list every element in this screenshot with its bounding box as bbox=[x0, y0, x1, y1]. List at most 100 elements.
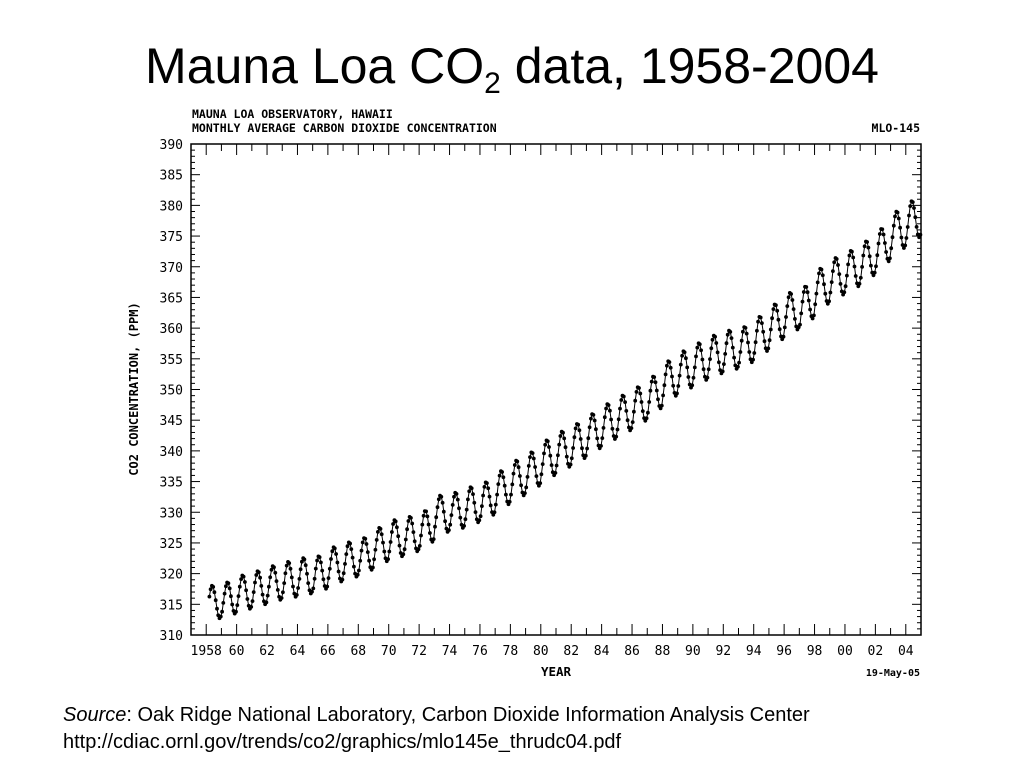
data-point bbox=[523, 491, 527, 495]
data-point bbox=[241, 574, 246, 579]
data-point bbox=[492, 510, 497, 515]
data-point bbox=[777, 327, 782, 332]
data-point bbox=[625, 418, 630, 423]
y-tick-label: 380 bbox=[160, 199, 183, 214]
co2-data-points bbox=[207, 199, 923, 621]
data-point bbox=[525, 475, 530, 479]
data-point bbox=[512, 463, 517, 467]
data-point bbox=[606, 403, 611, 407]
data-point bbox=[610, 426, 615, 431]
data-point bbox=[477, 518, 482, 523]
chart-subtitle: MONTHLY AVERAGE CARBON DIOXIDE CONCENTRA… bbox=[192, 121, 497, 135]
x-tick-label: 74 bbox=[442, 644, 458, 659]
data-point bbox=[340, 577, 345, 582]
data-point bbox=[448, 522, 453, 527]
data-point bbox=[516, 465, 521, 470]
data-point bbox=[336, 569, 341, 574]
data-point bbox=[500, 470, 504, 474]
source-url[interactable]: http://cdiac.ornl.gov/trends/co2/graphic… bbox=[63, 731, 622, 753]
y-tick-label: 375 bbox=[160, 230, 183, 245]
data-point bbox=[435, 505, 440, 510]
data-point bbox=[315, 558, 319, 563]
data-point bbox=[291, 584, 295, 589]
data-point bbox=[416, 547, 421, 552]
data-point bbox=[256, 570, 261, 575]
data-point bbox=[313, 566, 318, 571]
data-point bbox=[547, 445, 551, 449]
data-point bbox=[251, 590, 256, 594]
data-point bbox=[374, 538, 379, 542]
data-point bbox=[306, 581, 311, 585]
data-point bbox=[756, 319, 760, 324]
data-point bbox=[511, 471, 516, 476]
data-point bbox=[405, 527, 409, 532]
data-point bbox=[891, 223, 896, 228]
y-tick-label: 310 bbox=[160, 629, 183, 644]
data-point bbox=[690, 383, 695, 388]
data-point bbox=[810, 316, 815, 321]
data-point bbox=[653, 380, 658, 385]
data-point bbox=[381, 540, 385, 545]
data-point bbox=[450, 503, 455, 507]
data-point bbox=[861, 253, 866, 258]
data-point bbox=[600, 436, 605, 440]
data-point bbox=[449, 513, 454, 517]
data-point bbox=[526, 464, 531, 468]
data-point bbox=[744, 331, 749, 336]
x-tick-label: 04 bbox=[898, 644, 914, 659]
data-point bbox=[349, 547, 354, 551]
data-point bbox=[433, 524, 437, 529]
data-point bbox=[572, 435, 577, 440]
data-point bbox=[815, 280, 820, 285]
data-point bbox=[838, 282, 843, 286]
data-point bbox=[723, 352, 728, 356]
data-point bbox=[344, 552, 349, 556]
data-point bbox=[310, 589, 314, 594]
data-point bbox=[730, 345, 735, 350]
data-point bbox=[910, 200, 915, 204]
data-point bbox=[831, 269, 835, 273]
data-point bbox=[325, 584, 330, 589]
data-point bbox=[507, 499, 512, 504]
data-point bbox=[646, 410, 650, 415]
data-point bbox=[321, 577, 326, 582]
data-point bbox=[647, 400, 652, 404]
data-point bbox=[401, 552, 406, 557]
data-point bbox=[724, 341, 729, 346]
x-tick-label: 70 bbox=[381, 644, 397, 659]
data-point bbox=[345, 544, 350, 549]
data-point bbox=[334, 552, 338, 556]
data-point bbox=[827, 299, 831, 304]
data-point bbox=[814, 291, 819, 296]
data-point bbox=[562, 436, 567, 441]
data-point bbox=[876, 241, 881, 246]
data-point bbox=[264, 600, 269, 605]
data-point bbox=[846, 262, 850, 267]
data-point bbox=[801, 290, 806, 294]
data-point bbox=[403, 537, 408, 542]
x-tick-label: 98 bbox=[807, 644, 823, 659]
data-point bbox=[208, 587, 213, 592]
data-point bbox=[222, 591, 227, 596]
data-point bbox=[279, 596, 284, 600]
data-point bbox=[320, 568, 325, 573]
x-tick-label: 60 bbox=[229, 644, 245, 659]
data-point bbox=[524, 485, 529, 490]
data-point bbox=[274, 579, 279, 583]
data-point bbox=[396, 534, 401, 539]
data-point bbox=[379, 532, 384, 537]
data-point bbox=[298, 567, 303, 572]
data-point bbox=[676, 384, 681, 388]
data-point bbox=[890, 235, 895, 240]
data-point bbox=[348, 541, 352, 546]
data-point bbox=[829, 280, 834, 284]
data-point bbox=[487, 494, 492, 499]
data-point bbox=[599, 444, 603, 448]
data-point bbox=[594, 427, 598, 432]
data-point bbox=[539, 472, 544, 477]
data-point bbox=[350, 555, 355, 560]
data-point bbox=[424, 509, 428, 514]
data-point bbox=[918, 232, 923, 237]
data-point bbox=[851, 255, 856, 260]
data-point bbox=[624, 409, 629, 413]
